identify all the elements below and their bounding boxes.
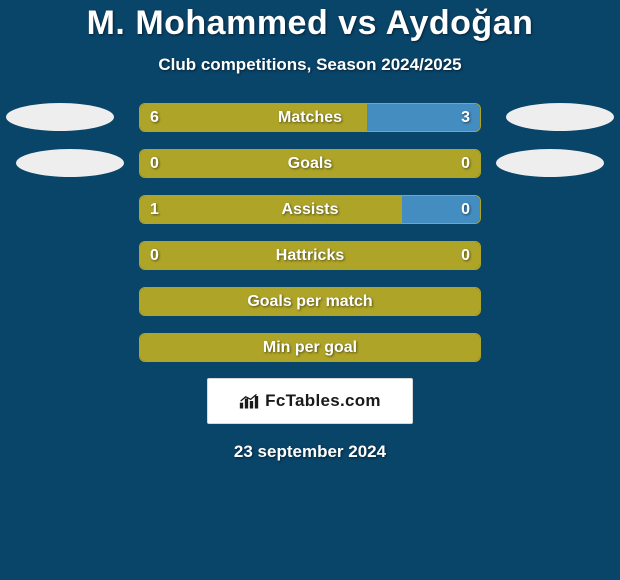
comparison-card: M. Mohammed vs Aydoğan Club competitions… [0,0,620,580]
stat-row: Goals per match [0,287,620,316]
subtitle: Club competitions, Season 2024/2025 [0,55,620,75]
page-title: M. Mohammed vs Aydoğan [0,4,620,43]
stat-right-value: 0 [461,201,470,219]
stat-row: Goals 0 0 [0,149,620,178]
chart-icon [239,392,259,410]
stats-rows: Matches63Goals00Assists10Hattricks00Goal… [0,103,620,362]
stat-label: Goals [288,155,332,173]
stat-row: Matches 6 3 [0,103,620,132]
stat-bar: Goals 0 0 [139,149,481,178]
stat-left-value: 6 [150,109,159,127]
stat-bar: Matches 6 3 [139,103,481,132]
logo-box[interactable]: FcTables.com [207,378,413,424]
stat-left-value: 0 [150,247,159,265]
stat-row: Min per goal [0,333,620,362]
stat-label: Min per goal [263,339,357,357]
stat-label: Assists [282,201,339,219]
stat-row: Hattricks 0 0 [0,241,620,270]
stat-bar: Goals per match [139,287,481,316]
stat-bar: Min per goal [139,333,481,362]
stat-label: Matches [278,109,342,127]
stat-right-value: 3 [461,109,470,127]
bar-left-fill [140,196,402,223]
stat-left-value: 1 [150,201,159,219]
logo-text: FcTables.com [265,391,381,411]
stat-right-value: 0 [461,155,470,173]
stat-label: Hattricks [276,247,344,265]
date: 23 september 2024 [0,442,620,462]
stat-right-value: 0 [461,247,470,265]
stat-label: Goals per match [247,293,372,311]
stat-left-value: 0 [150,155,159,173]
stat-row: Assists 1 0 [0,195,620,224]
stat-bar: Hattricks 0 0 [139,241,481,270]
stat-bar: Assists 1 0 [139,195,481,224]
